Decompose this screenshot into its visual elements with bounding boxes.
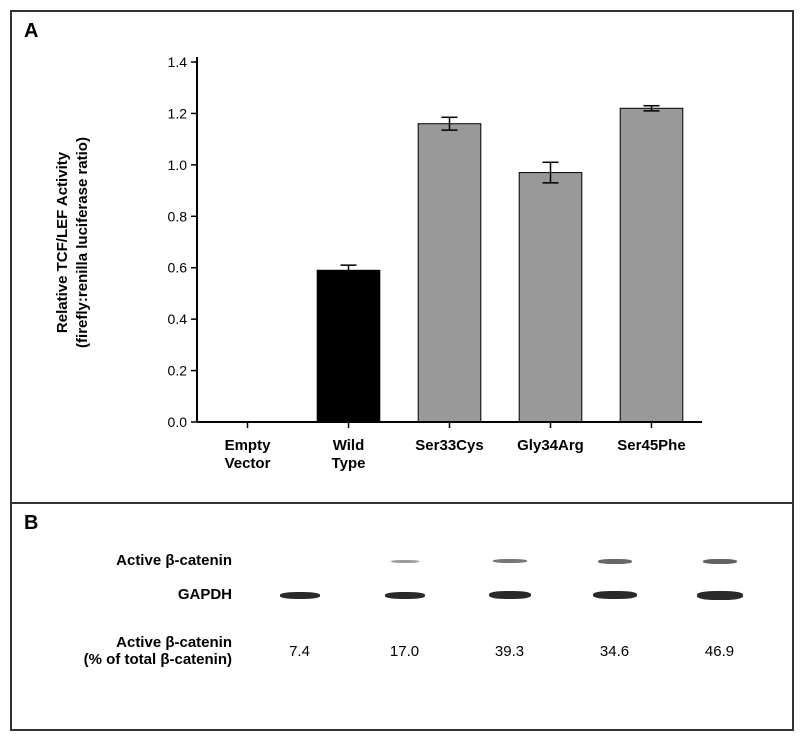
gapdh-lane (457, 591, 562, 600)
xaxis-category: EmptyVector (197, 437, 298, 487)
svg-text:0.0: 0.0 (168, 414, 188, 430)
panel-b-label: B (24, 512, 38, 535)
figure-container: A Relative TCF/LEF Activity (firefly:ren… (10, 10, 794, 731)
gapdh-band (697, 591, 743, 600)
active-bcat-lane (352, 559, 457, 564)
active-bcat-lane (457, 559, 562, 564)
active-bcat-band (703, 559, 737, 564)
gapdh-lane (562, 591, 667, 600)
active-bcat-lane (247, 559, 352, 564)
gapdh-lane (247, 591, 352, 600)
svg-text:0.2: 0.2 (168, 363, 188, 379)
active-bcat-band (598, 559, 632, 564)
active-bcat-row: Active β-catenin (32, 544, 772, 578)
panel-a: A Relative TCF/LEF Activity (firefly:ren… (12, 12, 792, 504)
active-bcat-lanes (247, 559, 772, 564)
active-bcat-lane (562, 559, 667, 564)
svg-text:1.0: 1.0 (168, 157, 188, 173)
svg-text:1.4: 1.4 (168, 54, 188, 70)
active-bcat-band (493, 559, 527, 563)
active-bcat-label: Active β-catenin (32, 552, 247, 569)
svg-text:0.4: 0.4 (168, 311, 188, 327)
gapdh-band (385, 592, 425, 599)
active-bcat-label-text: Active β-catenin (116, 552, 232, 569)
panel-b: B Active β-catenin GAPDH Active β-cateni… (12, 504, 792, 729)
gapdh-lane (352, 591, 457, 600)
xaxis-category: WildType (298, 437, 399, 487)
gapdh-row: GAPDH (32, 578, 772, 612)
svg-text:0.6: 0.6 (168, 260, 188, 276)
panel-b-content: Active β-catenin GAPDH Active β-catenin … (32, 544, 772, 668)
active-bcat-lane (667, 559, 772, 564)
xaxis-category: Ser45Phe (601, 437, 702, 487)
panel-a-label: A (24, 20, 38, 43)
percent-value: 34.6 (562, 643, 667, 660)
ylabel-line1: Relative TCF/LEF Activity (54, 151, 71, 332)
svg-text:1.2: 1.2 (168, 105, 188, 121)
gapdh-band (489, 591, 531, 599)
percent-row: Active β-catenin (% of total β-catenin) … (32, 634, 772, 668)
percent-label: Active β-catenin (% of total β-catenin) (32, 634, 247, 669)
chart-svg: 0.0 0.2 0.4 0.6 0.8 1.0 1.2 1.4 (152, 52, 712, 432)
bar-chart: 0.0 0.2 0.4 0.6 0.8 1.0 1.2 1.4 (152, 52, 712, 432)
percent-label-line1: Active β-catenin (116, 634, 232, 651)
gapdh-lanes (247, 591, 772, 600)
percent-value: 46.9 (667, 643, 772, 660)
percent-lanes: 7.417.039.334.646.9 (247, 643, 772, 660)
xaxis-category: Ser33Cys (399, 437, 500, 487)
gapdh-band (280, 592, 320, 599)
percent-value: 39.3 (457, 643, 562, 660)
svg-text:0.8: 0.8 (168, 208, 188, 224)
percent-label-line2: (% of total β-catenin) (84, 651, 232, 668)
percent-value: 17.0 (352, 643, 457, 660)
gapdh-band (593, 591, 637, 599)
active-bcat-band (391, 560, 419, 563)
yaxis-label-container: Relative TCF/LEF Activity (firefly:renil… (42, 52, 102, 432)
percent-value: 7.4 (247, 643, 352, 660)
xaxis-category: Gly34Arg (500, 437, 601, 487)
ylabel-line2: (firefly:renilla luciferase ratio) (73, 137, 90, 348)
gapdh-lane (667, 591, 772, 600)
gapdh-label-text: GAPDH (178, 586, 232, 603)
xaxis-labels: EmptyVectorWildTypeSer33CysGly34ArgSer45… (152, 437, 712, 487)
yaxis-label: Relative TCF/LEF Activity (firefly:renil… (53, 137, 92, 348)
gapdh-label: GAPDH (32, 586, 247, 603)
